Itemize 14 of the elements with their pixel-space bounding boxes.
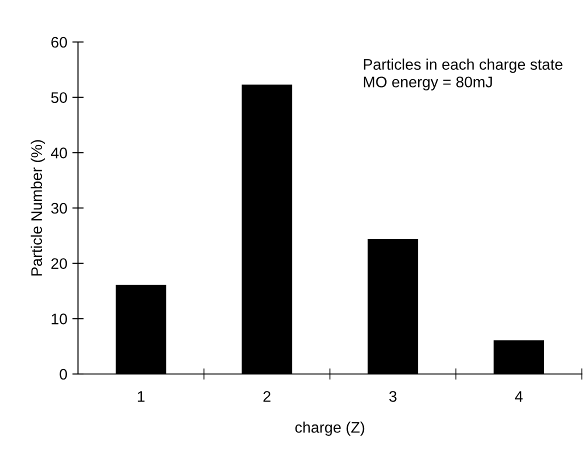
y-tick-label: 50 [51,92,67,104]
x-axis-title: charge (Z) [295,422,364,436]
y-tick-label: 20 [51,258,67,270]
x-tick-label: 4 [514,391,523,402]
x-tick-label: 2 [263,391,270,402]
x-tick-label: 1 [138,391,144,402]
y-tick-label: 0 [60,368,67,380]
y-tick-label: 10 [52,314,67,324]
y-tick-label: 40 [50,148,67,158]
y-axis-title: Particle Number (%) [30,140,46,276]
x-tick-label: 3 [389,391,396,402]
y-tick-label: 60 [51,36,67,48]
annotation: Particles in each charge state MO energy = 80mJ [364,58,562,90]
y-tick-label: 30 [51,202,67,214]
